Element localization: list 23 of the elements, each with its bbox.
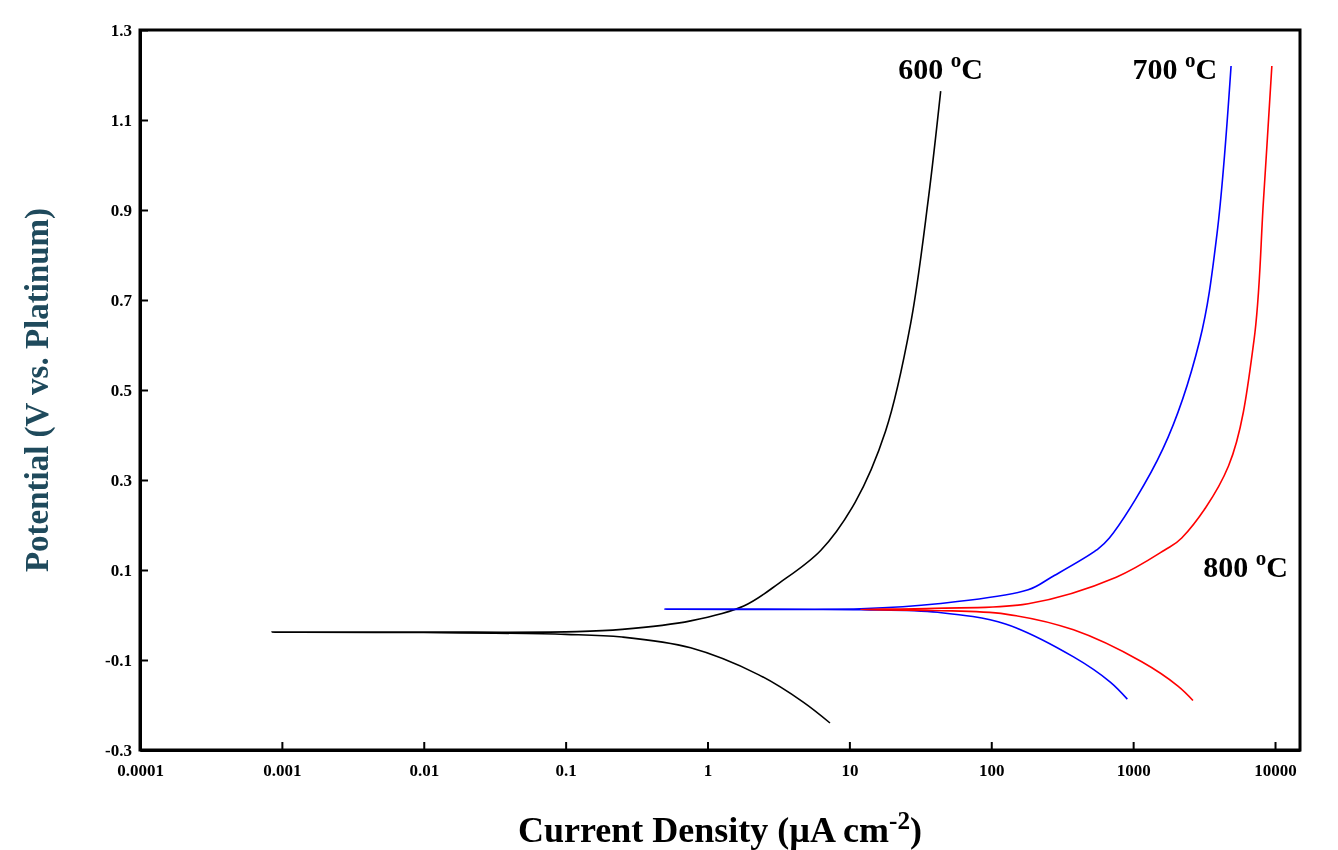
y-tick-label: 0.3	[110, 470, 132, 490]
y-tick-label: 0.7	[110, 290, 133, 310]
x-tick-label: 100	[979, 761, 1005, 781]
y-tick-label: 1.1	[110, 110, 132, 130]
y-tick-label: 0.5	[110, 380, 132, 400]
x-tick-label: 0.0001	[117, 761, 164, 781]
x-tick-label: 0.1	[555, 761, 577, 781]
x-axis-title: Current Density (µA cm$^{-2}$)	[517, 806, 923, 850]
x-tick-label: 0.01	[409, 761, 440, 781]
y-tick-label: 0.9	[110, 200, 132, 220]
x-tick-label: 10	[841, 761, 859, 781]
series-label: 600 $^{o}$C	[898, 48, 984, 86]
x-tick-label: 10000	[1254, 761, 1297, 781]
y-tick-label: -0.1	[105, 650, 132, 670]
y-tick-label: 1.3	[110, 20, 132, 40]
x-tick-label: 0.001	[263, 761, 302, 781]
series-label: 700 $^{o}$C	[1132, 48, 1218, 85]
y-tick-label: -0.3	[105, 740, 132, 760]
x-tick-label: 1000	[1116, 761, 1151, 781]
x-tick-label: 1	[703, 761, 713, 781]
series-label: 800 $^{o}$C	[1203, 546, 1288, 584]
y-axis-title: Potential (V vs. Platinum)	[19, 207, 56, 573]
y-tick-label: 0.1	[110, 560, 132, 580]
